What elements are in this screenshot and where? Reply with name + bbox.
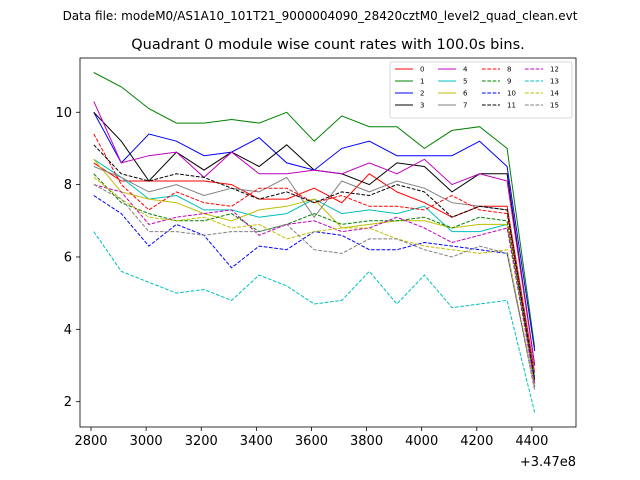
series-line-4: [93, 101, 536, 366]
x-tick-label: 3200: [185, 434, 218, 449]
series-line-14: [93, 177, 536, 388]
legend-label-0: 0: [420, 66, 424, 74]
figure-suptitle: Data file: modeM0/AS1A10_101T21_90000040…: [63, 9, 578, 23]
y-tick-label: 6: [64, 250, 72, 265]
series-line-13: [93, 231, 536, 413]
y-tick-label: 8: [64, 178, 72, 193]
legend-label-1: 1: [420, 78, 424, 86]
y-tick-label: 10: [55, 106, 72, 121]
x-tick-label: 3000: [130, 434, 163, 449]
series-line-15: [93, 184, 536, 391]
y-tick-label: 2: [64, 395, 72, 410]
series-line-1: [93, 72, 536, 348]
x-tick-label: 3800: [350, 434, 383, 449]
x-tick-label: 3400: [240, 434, 273, 449]
series-line-3: [93, 111, 536, 366]
legend-label-2: 2: [420, 90, 424, 98]
legend-label-7: 7: [463, 102, 467, 110]
x-tick-label: 4400: [515, 434, 548, 449]
series-line-7: [93, 166, 536, 381]
x-axis: 2800 3000 3200 3400 3600 3800 4000 4200 4400: [74, 427, 548, 449]
series-line-8: [93, 133, 536, 384]
series-line-10: [93, 195, 536, 388]
legend-box: [389, 61, 573, 119]
legend-label-14: 14: [550, 90, 559, 98]
series-line-11: [93, 144, 536, 381]
series-line-0: [93, 162, 536, 373]
y-axis: 2 4 6 8 10: [55, 106, 80, 410]
x-tick-label: 2800: [74, 434, 107, 449]
legend-label-3: 3: [420, 102, 424, 110]
legend-label-13: 13: [550, 78, 559, 86]
series-line-6: [93, 158, 536, 381]
series-line-12: [93, 184, 536, 384]
legend-label-5: 5: [463, 78, 467, 86]
legend-label-9: 9: [507, 78, 511, 86]
legend-label-6: 6: [463, 90, 468, 98]
x-tick-label: 4000: [405, 434, 438, 449]
x-tick-label: 3600: [295, 434, 328, 449]
legend-label-12: 12: [550, 66, 559, 74]
x-tick-label: 4200: [460, 434, 493, 449]
legend-label-11: 11: [507, 102, 516, 110]
legend-label-8: 8: [507, 66, 511, 74]
chart-title: Quadrant 0 module wise count rates with …: [131, 37, 525, 53]
legend-label-15: 15: [550, 102, 559, 110]
plot-frame: [79, 57, 577, 428]
series-line-9: [93, 173, 536, 381]
legend-label-10: 10: [507, 90, 516, 98]
series-line-5: [93, 158, 536, 377]
x-offset-label: +3.47e8: [520, 455, 576, 470]
legend-label-4: 4: [463, 66, 468, 74]
series-layer: [93, 72, 536, 413]
y-tick-label: 4: [64, 323, 72, 338]
